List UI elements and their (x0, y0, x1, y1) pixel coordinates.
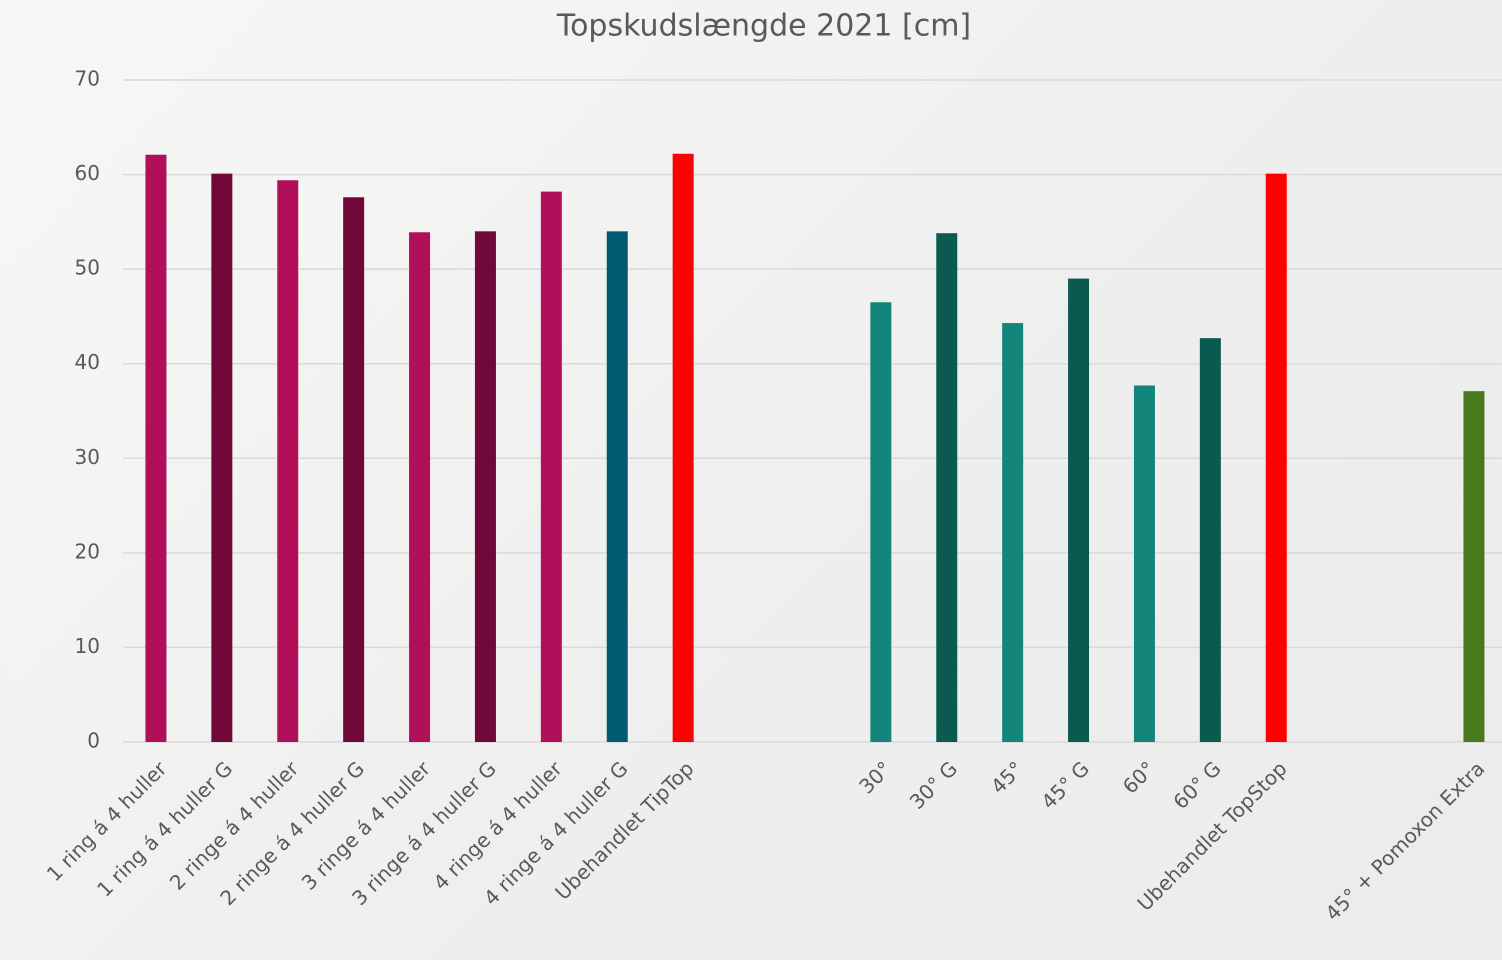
y-tick-label: 10 (75, 634, 100, 658)
x-tick-label: 60° (1118, 756, 1160, 798)
bar (1463, 391, 1485, 742)
bar (1133, 385, 1155, 742)
y-tick-label: 0 (87, 729, 100, 753)
y-tick-label: 60 (75, 161, 100, 185)
bar (211, 173, 233, 742)
bar (474, 231, 496, 743)
x-tick-label: 30° (854, 756, 896, 798)
bar (277, 180, 299, 742)
bar (672, 153, 694, 742)
bar (1265, 173, 1287, 742)
x-tick-label: 45° G (1036, 756, 1093, 813)
y-tick-label: 30 (75, 445, 100, 469)
x-tick-label: 45° (986, 756, 1028, 798)
bar (1068, 278, 1090, 742)
bar (409, 232, 431, 742)
x-tick-label: 60° G (1168, 756, 1225, 813)
x-tick-label: 1 ring á 4 huller (42, 756, 172, 886)
y-tick-label: 20 (75, 539, 100, 563)
x-tick-label: 45° + Pomoxon Extra (1320, 756, 1489, 925)
bar (870, 302, 892, 742)
chart-title: Topskudslængde 2021 [cm] (556, 9, 971, 44)
bar (1002, 323, 1024, 742)
x-tick-label: 30° G (905, 756, 962, 813)
bar (540, 191, 562, 742)
bar (936, 233, 958, 742)
y-tick-label: 50 (75, 256, 100, 280)
bar (343, 197, 365, 743)
y-tick-label: 40 (75, 350, 100, 374)
bar (606, 231, 628, 743)
bar (1199, 338, 1221, 742)
y-tick-label: 70 (75, 67, 100, 91)
bar (145, 154, 167, 742)
